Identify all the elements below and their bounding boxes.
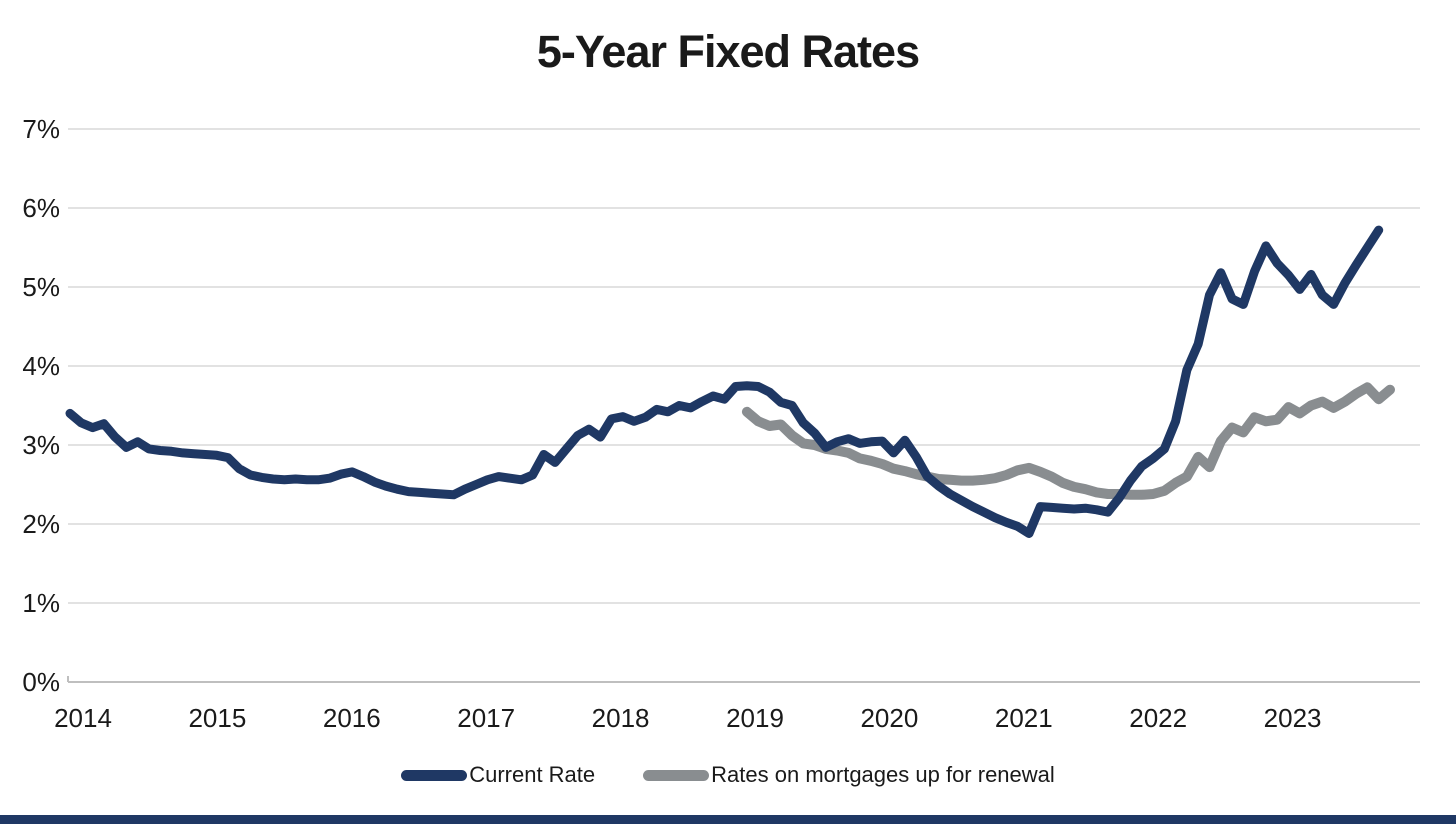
x-axis-tick-label: 2019 [726, 703, 784, 733]
current-rate-line-swatch-icon [401, 769, 468, 781]
y-axis-tick-label: 0% [22, 667, 60, 697]
renewal-rate-line-swatch-icon [643, 769, 710, 781]
x-axis-tick-label: 2017 [457, 703, 515, 733]
y-axis-tick-label: 6% [22, 193, 60, 223]
x-axis-tick-label: 2015 [188, 703, 246, 733]
y-axis-tick-label: 3% [22, 430, 60, 460]
y-axis-tick-label: 4% [22, 351, 60, 381]
y-axis-tick-label: 7% [22, 114, 60, 144]
chart-title: 5-Year Fixed Rates [536, 26, 920, 77]
legend-label-renewal-rate: Rates on mortgages up for renewal [711, 762, 1055, 787]
x-axis-tick-label: 2021 [995, 703, 1053, 733]
y-axis-tick-label: 5% [22, 272, 60, 302]
x-axis-tick-label: 2018 [592, 703, 650, 733]
series-line-current-rate [65, 225, 1384, 538]
y-axis-tick-label: 1% [22, 588, 60, 618]
x-axis-tick-label: 2016 [323, 703, 381, 733]
x-axis-tick-label: 2020 [860, 703, 918, 733]
chart-legend: Current Rate Rates on mortgages up for r… [0, 762, 1456, 788]
x-axis-tick-label: 2023 [1264, 703, 1322, 733]
x-axis-tick-label: 2022 [1129, 703, 1187, 733]
legend-label-current-rate: Current Rate [469, 762, 596, 787]
legend-item-renewal-rate: Rates on mortgages up for renewal [643, 762, 1055, 788]
x-axis-tick-label: 2014 [54, 703, 112, 733]
footer-accent-bar [0, 815, 1456, 824]
series-line-renewal-rate [741, 382, 1395, 500]
y-axis-tick-label: 2% [22, 509, 60, 539]
legend-item-current-rate: Current Rate [401, 762, 595, 788]
